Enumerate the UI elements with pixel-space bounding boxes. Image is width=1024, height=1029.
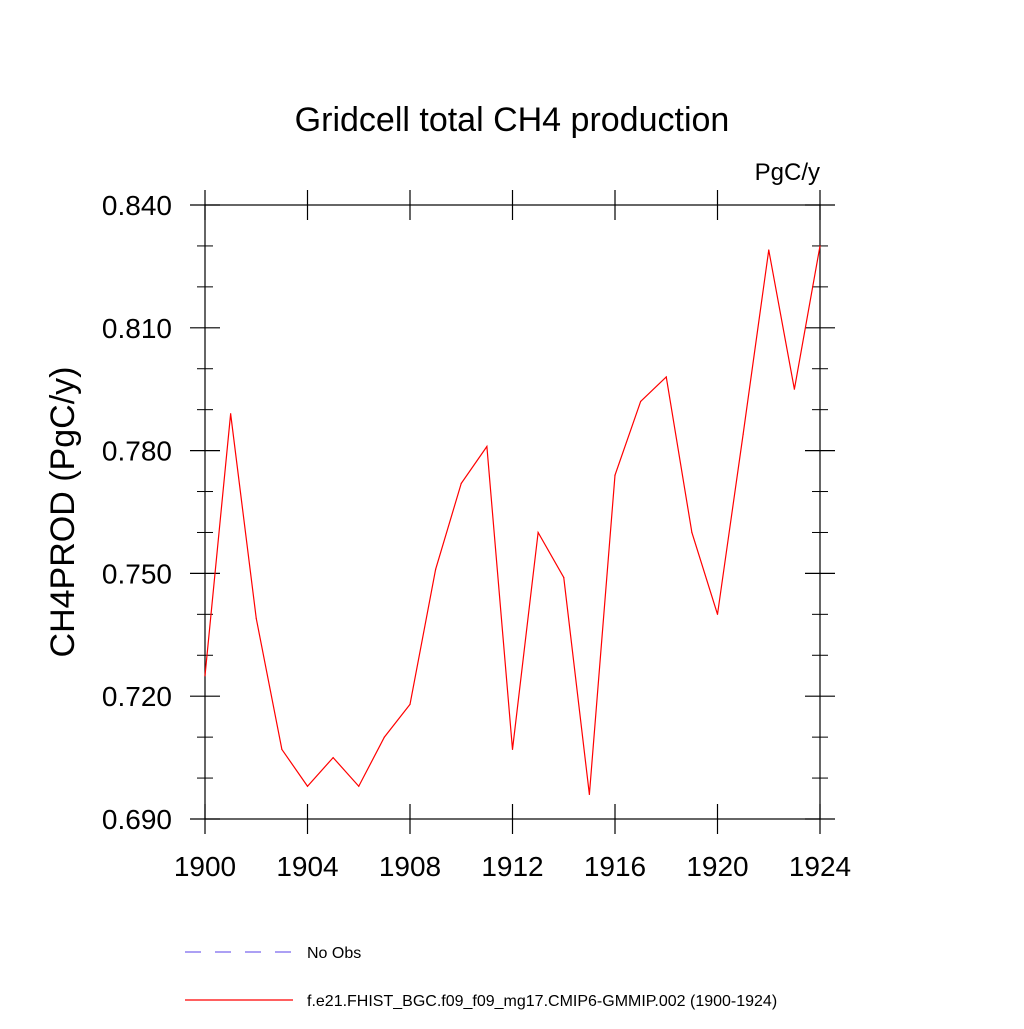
data-point (358, 785, 360, 787)
data-point (332, 757, 334, 759)
x-tick-label: 1916 (584, 851, 646, 882)
data-point (537, 531, 539, 534)
data-point (409, 703, 411, 705)
chart-title: Gridcell total CH4 production (295, 101, 730, 139)
y-tick-label: 0.750 (102, 558, 172, 589)
data-point (768, 249, 770, 251)
y-tick-label: 0.690 (102, 804, 172, 835)
data-point (460, 482, 462, 484)
units-label: PgC/y (755, 159, 820, 186)
axis-ticks (190, 190, 835, 834)
x-tick-label: 1920 (686, 851, 748, 882)
series-layer (204, 245, 821, 796)
x-tick-label: 1924 (789, 851, 851, 882)
data-point (281, 748, 283, 751)
y-tick-label: 0.840 (102, 190, 172, 221)
data-point (588, 793, 590, 796)
series-line (204, 245, 821, 795)
data-point (511, 748, 514, 751)
plot-frame (204, 204, 821, 820)
data-point (255, 617, 257, 620)
data-point (691, 531, 693, 534)
data-point (306, 785, 309, 787)
legend: No Obs f.e21.FHIST_BGC.f09_f09_mg17.CMIP… (185, 945, 777, 1010)
data-point (486, 445, 488, 448)
data-point (665, 376, 667, 378)
axis-tick-labels: 1900 1904 1908 1912 1916 1920 1924 0.690 0.720 0.… (102, 190, 851, 882)
x-tick-label: 1912 (481, 851, 543, 882)
data-point (435, 568, 437, 570)
data-point (204, 675, 206, 677)
data-point (716, 613, 719, 615)
data-point (819, 245, 821, 247)
y-axis-label: CH4PROD (PgC/y) (44, 367, 82, 658)
data-point (742, 433, 744, 435)
x-tick-label: 1908 (379, 851, 441, 882)
data-point (793, 388, 795, 390)
x-tick-label: 1900 (174, 851, 236, 882)
data-point (614, 474, 616, 476)
legend-label-no-obs: No Obs (307, 945, 361, 962)
data-point (563, 576, 565, 579)
legend-label-model-run: f.e21.FHIST_BGC.f09_f09_mg17.CMIP6-GMMIP… (307, 993, 777, 1010)
data-point (640, 400, 642, 403)
y-tick-label: 0.810 (102, 313, 172, 344)
data-point (383, 736, 385, 738)
y-tick-label: 0.720 (102, 681, 172, 712)
y-tick-label: 0.780 (102, 436, 172, 467)
x-tick-label: 1904 (276, 851, 338, 882)
data-point (230, 413, 232, 415)
